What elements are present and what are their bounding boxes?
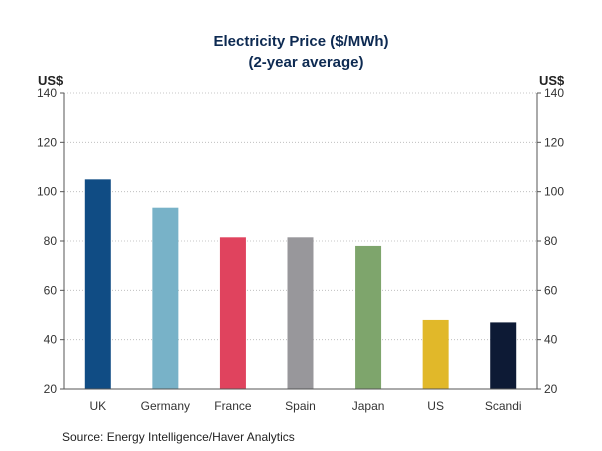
x-tick-label: Scandi (485, 399, 522, 413)
y-tick-label-left: 120 (37, 135, 57, 149)
bar (152, 207, 179, 389)
y-tick-label-right: 60 (544, 283, 558, 297)
y-tick-label-left: 60 (44, 283, 58, 297)
bar (355, 245, 382, 389)
source-note: Source: Energy Intelligence/Haver Analyt… (62, 430, 295, 444)
y-tick-label-right: 140 (544, 86, 564, 100)
y-tick-label-left: 80 (44, 234, 58, 248)
left-axis-unit: US$ (38, 73, 64, 88)
chart-title-line1: Electricity Price ($/MWh) (213, 33, 389, 50)
y-tick-label-left: 20 (44, 382, 58, 396)
y-tick-label-right: 20 (544, 382, 558, 396)
bar (84, 179, 111, 389)
y-tick-label-right: 80 (544, 234, 558, 248)
y-tick-label-right: 120 (544, 135, 564, 149)
right-axis-unit: US$ (539, 73, 565, 88)
x-tick-label: Spain (285, 399, 316, 413)
bar (219, 237, 246, 389)
y-tick-label-right: 100 (544, 185, 564, 199)
x-tick-label: France (214, 399, 252, 413)
bar (490, 322, 517, 389)
bar (422, 319, 449, 389)
chart-title: Electricity Price ($/MWh) (2-year averag… (0, 31, 602, 73)
bar (287, 237, 314, 389)
y-tick-label-left: 100 (37, 185, 57, 199)
x-tick-label: Japan (352, 399, 385, 413)
x-tick-label: Germany (141, 399, 190, 413)
chart-title-line2: (2-year average) (248, 54, 364, 71)
y-tick-label-right: 40 (544, 333, 558, 347)
y-tick-label-left: 40 (44, 333, 58, 347)
y-tick-label-left: 140 (37, 86, 57, 100)
x-tick-label: UK (89, 399, 106, 413)
x-tick-label: US (427, 399, 444, 413)
